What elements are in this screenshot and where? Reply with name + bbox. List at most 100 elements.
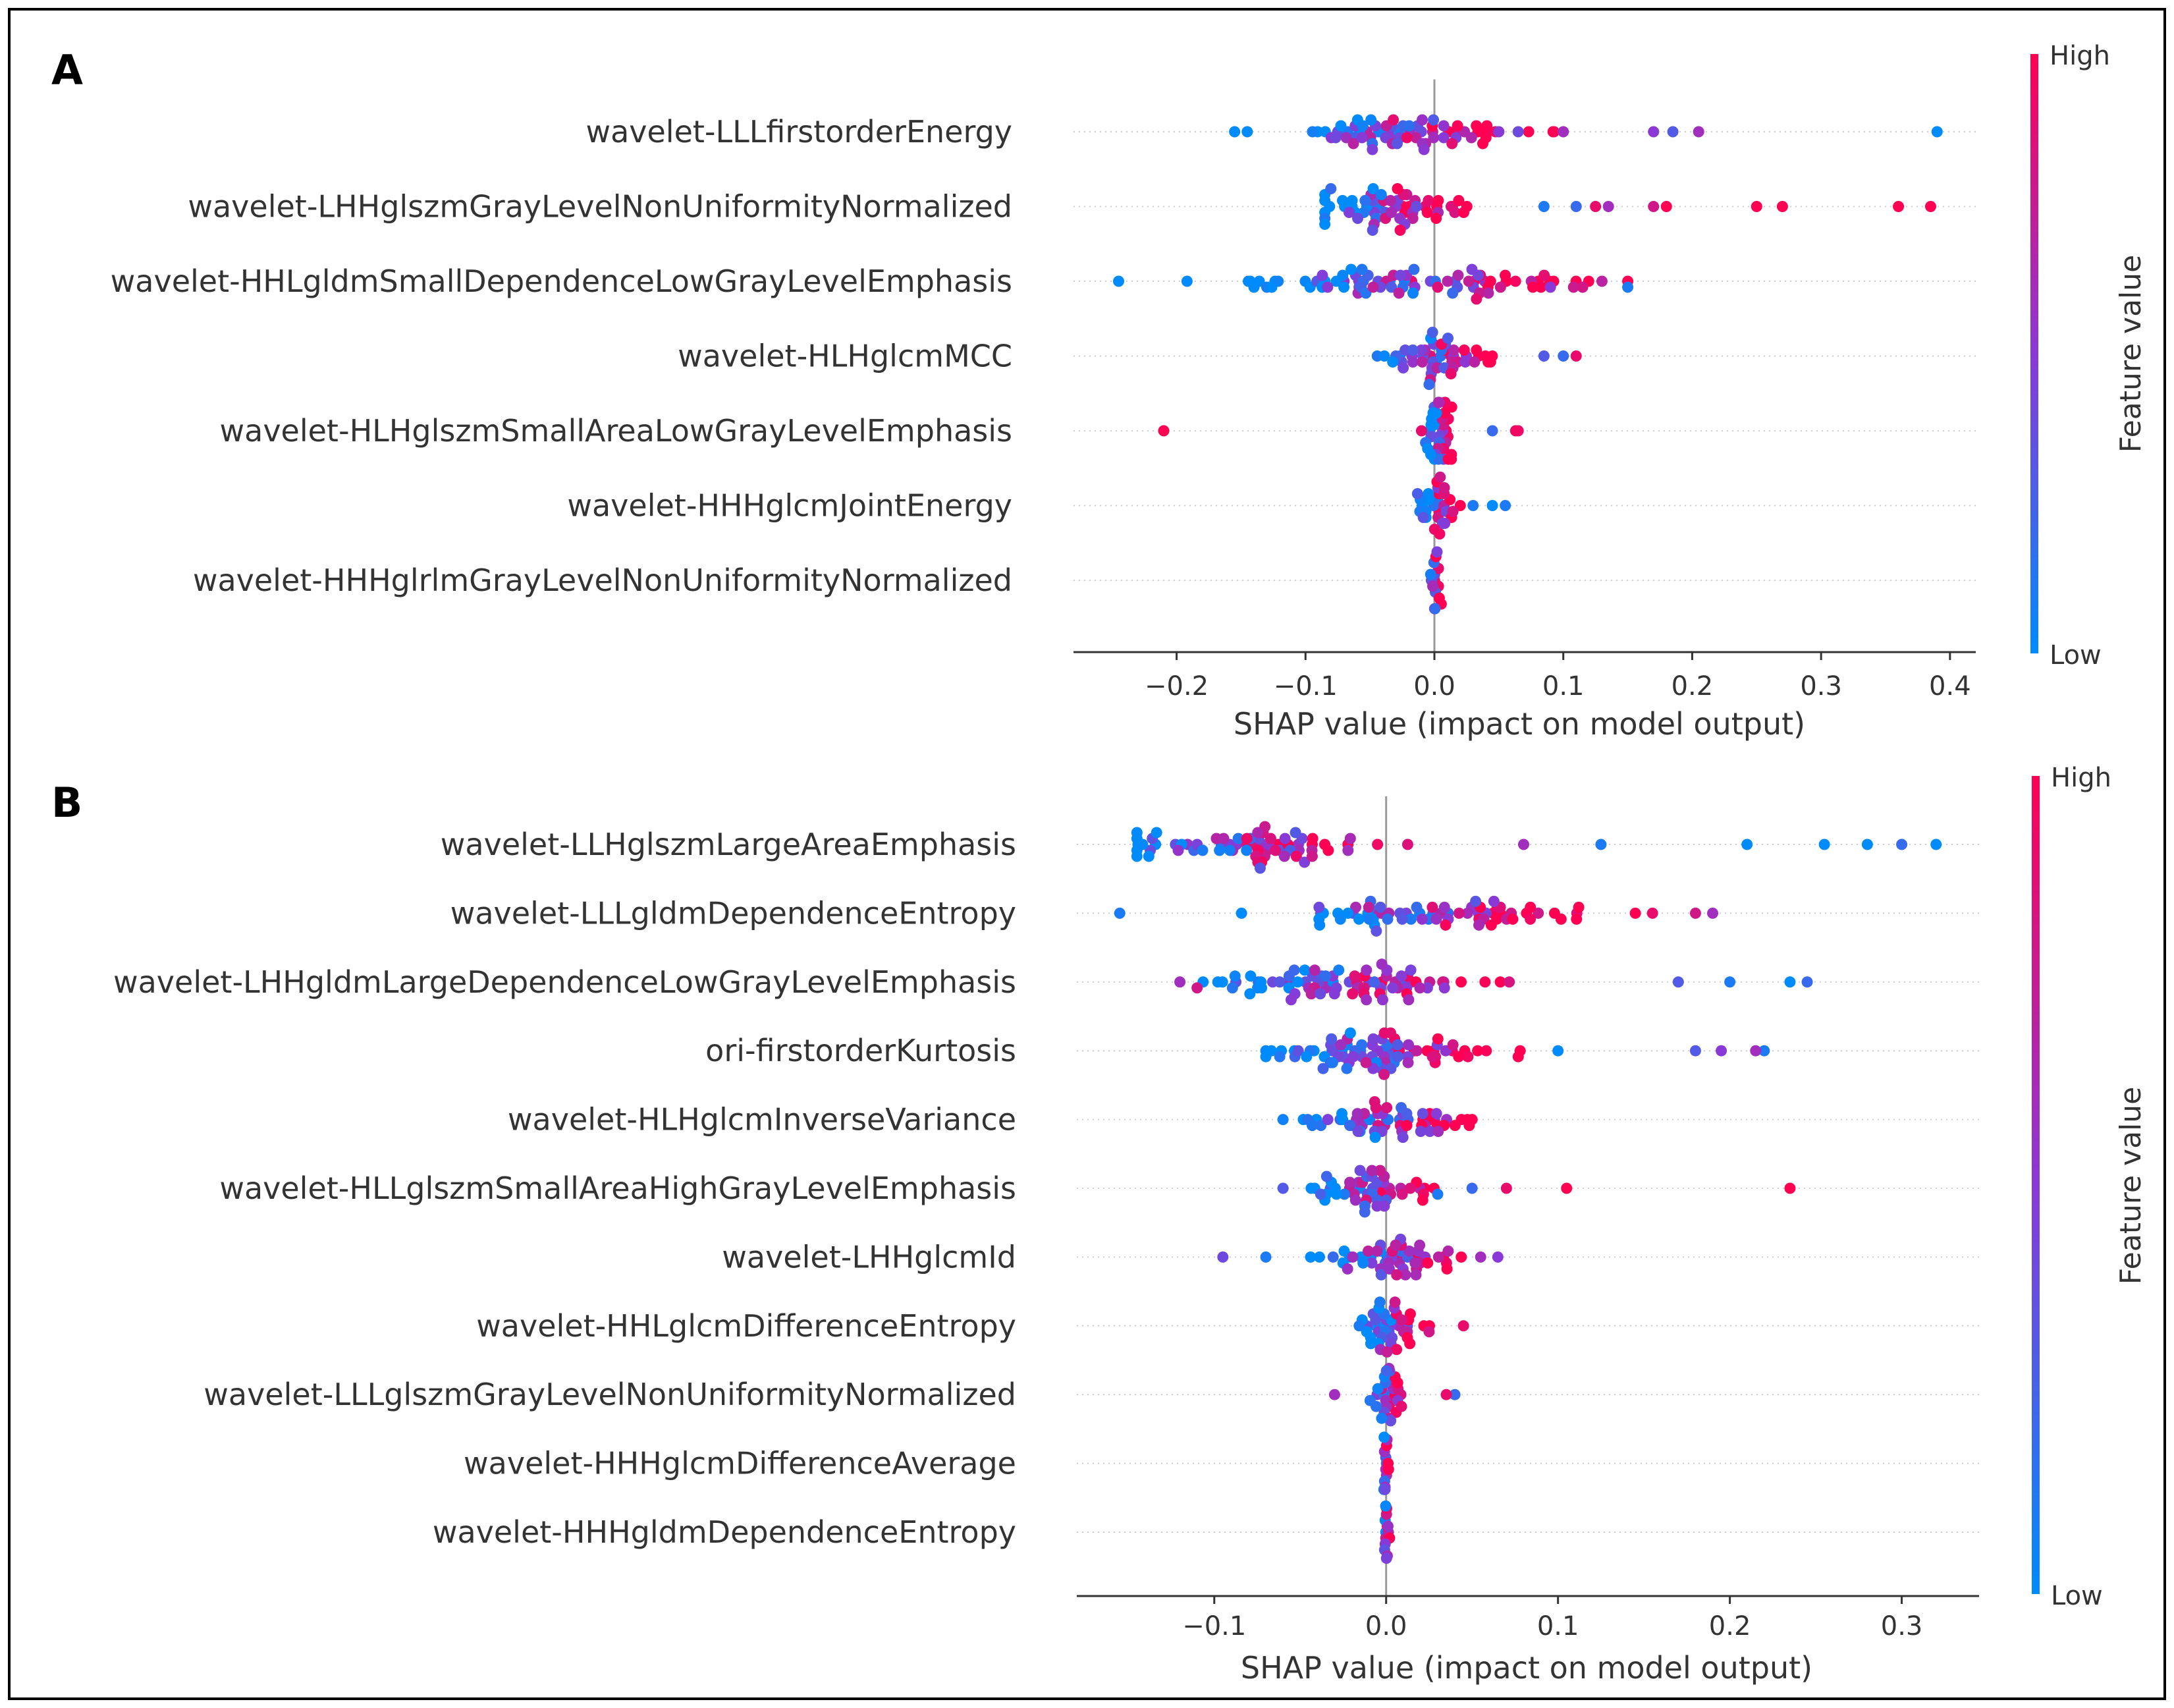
shap-point [1322, 281, 1334, 293]
shap-point [1414, 1239, 1426, 1251]
shap-point [1558, 126, 1569, 138]
shap-point [1440, 1389, 1452, 1400]
feature-label: wavelet-LLLgldmDependenceEntropy [450, 895, 1016, 931]
panel-b-colorbar [2032, 776, 2040, 1594]
shap-point [1357, 120, 1369, 132]
figure-border [8, 8, 2166, 1700]
shap-point [1567, 281, 1579, 293]
shap-point [1646, 907, 1658, 919]
shap-point [1229, 126, 1241, 138]
shap-point [1500, 1182, 1512, 1194]
shap-point [1226, 982, 1238, 994]
shap-point [1432, 397, 1444, 408]
shap-point [1417, 1194, 1428, 1206]
shap-point [1407, 344, 1419, 356]
shap-point [1288, 964, 1300, 976]
shap-point [1486, 425, 1498, 437]
shap-point [1750, 1045, 1762, 1057]
shap-point [1427, 901, 1438, 913]
shap-point [1452, 120, 1463, 132]
shap-point [1347, 1251, 1359, 1263]
shap-point [1396, 1400, 1407, 1412]
shap-point [1349, 970, 1361, 982]
shap-point [1411, 488, 1423, 499]
shap-point [1430, 213, 1442, 224]
shap-point [1315, 988, 1326, 1000]
shap-point [1285, 994, 1297, 1006]
shap-point [1660, 201, 1672, 212]
shap-point [1309, 964, 1320, 976]
shap-point [1423, 488, 1434, 499]
shap-point [1343, 207, 1355, 218]
x-tick-label: 0.1 [1542, 671, 1585, 702]
shap-point [1396, 1314, 1407, 1326]
shap-point [1404, 1308, 1416, 1320]
shap-point [1405, 913, 1417, 925]
shap-point [1338, 281, 1350, 293]
shap-point [1388, 114, 1400, 126]
shap-point [1430, 913, 1442, 925]
panel-a: A wavelet-LLLfirstorderEnergy wavelet-LHH… [51, 41, 2148, 742]
shap-point [1455, 1251, 1467, 1263]
shap-point [1330, 1188, 1342, 1200]
shap-point [1512, 1051, 1524, 1062]
shap-point [1365, 114, 1377, 126]
shap-point [1415, 425, 1427, 437]
shap-point [1423, 195, 1434, 206]
shap-point [1341, 1062, 1353, 1074]
feature-label: wavelet-LLLfirstorderEnergy [585, 114, 1012, 150]
shap-point [1485, 919, 1497, 931]
shap-point [1561, 1182, 1573, 1194]
feature-label: wavelet-HHHglcmJointEnergy [567, 488, 1012, 524]
shap-point [1394, 225, 1406, 236]
shap-point [1359, 1206, 1371, 1218]
shap-point [1484, 356, 1496, 368]
shap-point [1367, 183, 1379, 194]
shap-point [1327, 1251, 1339, 1263]
shap-point [1427, 1051, 1438, 1062]
shap-point [1391, 1269, 1403, 1281]
x-tick-label: 0.2 [1709, 1611, 1751, 1641]
shap-point [1381, 1346, 1393, 1358]
shap-point [1481, 120, 1493, 132]
shap-point [1389, 1296, 1401, 1308]
shap-point [1423, 1326, 1435, 1338]
shap-point [1385, 207, 1397, 218]
shap-point [1382, 913, 1394, 925]
shap-point [1407, 287, 1419, 299]
shap-point [1442, 333, 1454, 344]
shap-point [1411, 201, 1423, 212]
shap-point [1374, 1165, 1386, 1176]
shap-point [1896, 839, 1908, 850]
shap-point [1378, 1200, 1390, 1212]
shap-point [1392, 183, 1403, 194]
shap-point [1277, 1114, 1289, 1126]
shap-point [1278, 850, 1290, 862]
shap-point [1336, 1108, 1348, 1120]
panel-a-colorbar-high: High [2050, 41, 2110, 71]
shap-point [1191, 982, 1203, 994]
shap-point [1523, 126, 1535, 138]
shap-point [1290, 850, 1302, 862]
shap-point [1396, 970, 1407, 982]
shap-point [1689, 1045, 1701, 1057]
shap-point [1375, 1269, 1387, 1281]
feature-label: wavelet-HHHglrlmGrayLevelNonUniformityNo… [193, 563, 1012, 598]
x-tick-label: 0.2 [1671, 671, 1714, 702]
shap-point [1861, 839, 1873, 850]
shap-point [1353, 913, 1365, 925]
shap-point [1438, 120, 1450, 132]
shap-point [1432, 195, 1444, 206]
shap-point [1445, 201, 1457, 212]
shap-point [1314, 919, 1326, 931]
feature-row: wavelet-HLHglcmMCC [678, 327, 1976, 391]
shap-point [1333, 964, 1345, 976]
shap-point [1667, 126, 1679, 138]
shap-point [1818, 839, 1830, 850]
shap-point [1493, 126, 1505, 138]
shap-point [1181, 275, 1193, 287]
shap-point [1290, 827, 1301, 839]
feature-row: wavelet-LHHgldmLargeDependenceLowGrayLev… [113, 958, 1979, 1006]
shap-point [1356, 1039, 1368, 1051]
